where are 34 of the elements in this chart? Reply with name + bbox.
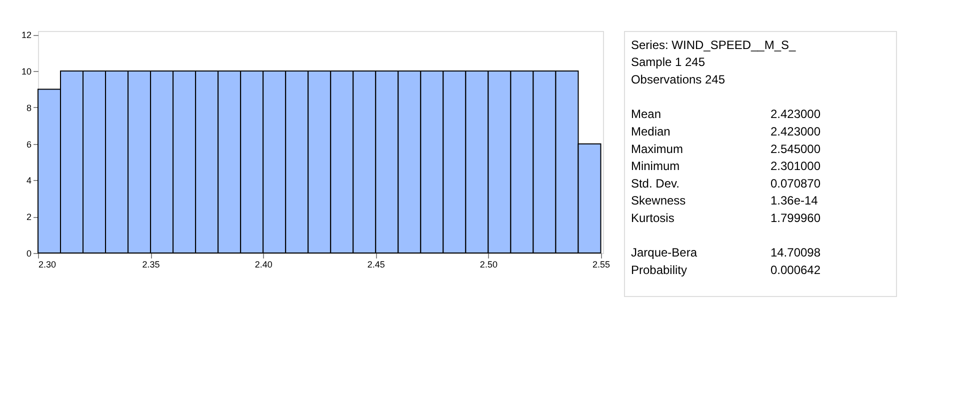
category-label: Maximum	[630, 142, 683, 156]
y-tick-label: 0	[26, 248, 32, 258]
x-tick-label: 2.40	[254, 260, 272, 270]
text: 0.000642	[770, 263, 821, 278]
category-label: Median	[630, 124, 670, 138]
x-tick-label: 2.55	[592, 260, 610, 270]
category-label: Probability	[630, 263, 688, 278]
text: Sample 1 245	[630, 55, 706, 70]
category-label: Std. Dev.	[630, 176, 680, 190]
text: Series: WIND_SPEED__M_S_	[630, 38, 796, 52]
y-tick-label: 12	[21, 30, 32, 40]
category-label: Minimum	[630, 159, 680, 174]
text: 0.070870	[770, 176, 821, 190]
y-tick-label: 4	[26, 176, 32, 186]
text: 2.545000	[770, 142, 821, 156]
x-tick-label: 2.30	[38, 260, 56, 270]
text: 2.423000	[770, 107, 821, 122]
text: 1.799960	[770, 211, 821, 226]
category-label: Kurtosis	[630, 211, 674, 226]
text: 14.70098	[770, 246, 821, 260]
x-tick-label: 2.45	[367, 260, 385, 270]
y-tick-label: 2	[26, 212, 32, 222]
x-tick-label: 2.50	[480, 260, 498, 270]
y-tick-label: 6	[26, 139, 32, 150]
y-tick-label: 8	[26, 102, 32, 113]
category-label: Jarque-Bera	[630, 246, 698, 260]
text: 2.301000	[770, 159, 821, 174]
text: 2.423000	[770, 124, 821, 138]
text: Observations 245	[630, 72, 726, 86]
text: 1.36e-14	[770, 194, 818, 208]
x-tick-label: 2.35	[142, 260, 160, 270]
category-label: Mean	[630, 107, 662, 122]
category-label: Skewness	[630, 194, 686, 208]
y-tick-label: 10	[21, 66, 32, 77]
